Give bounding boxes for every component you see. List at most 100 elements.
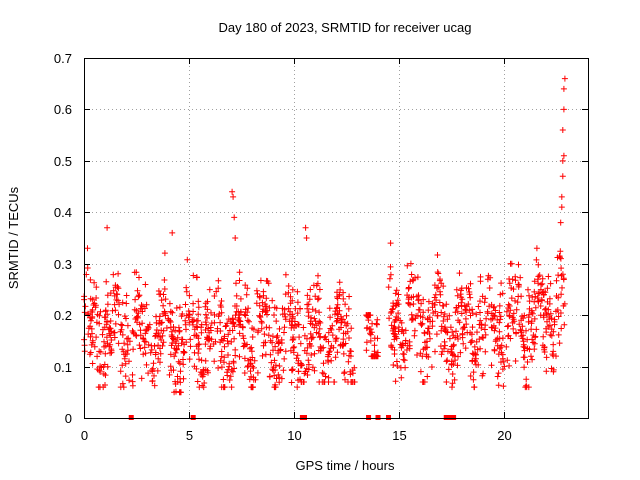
data-point [145,370,152,377]
data-point [316,334,323,341]
data-point [289,297,296,304]
data-point [281,355,288,362]
data-point [317,333,324,340]
data-point [245,305,252,312]
data-point [345,305,352,312]
data-point [119,346,126,353]
data-point [218,384,225,391]
data-point [528,309,535,316]
data-point [465,285,472,292]
data-point [88,317,94,324]
data-point [244,363,251,370]
data-point [247,368,254,375]
data-point [173,346,180,353]
data-point [558,291,565,298]
data-point [477,309,483,316]
data-point [411,327,418,334]
data-point [225,331,232,338]
data-point [241,370,248,376]
data-point [482,331,489,338]
data-point [246,318,252,325]
data-point [202,341,209,348]
data-point [491,346,498,353]
data-point [259,299,266,306]
data-point [257,277,264,284]
data-point [472,351,479,358]
data-point [469,358,476,365]
data-point [196,384,203,391]
data-point [271,304,278,311]
data-point [561,321,568,328]
data-point [437,288,443,295]
data-point [115,285,122,292]
data-point [455,302,462,309]
data-point [87,333,94,340]
data-point [543,325,550,332]
data-point [334,289,340,296]
data-point [453,286,460,293]
data-point [501,363,508,370]
zero-marker [190,415,196,420]
data-point [539,280,546,287]
data-point [236,312,243,318]
data-point [478,322,485,329]
data-point [555,331,562,338]
data-point [103,334,110,341]
data-point [349,379,356,385]
data-point [218,348,225,355]
data-point [432,308,439,315]
data-point [447,324,454,331]
data-point [488,362,495,369]
data-point [524,359,531,365]
data-point [282,313,289,320]
data-point [190,272,197,279]
data-point [281,324,288,331]
data-point [112,320,119,327]
data-point [259,352,266,359]
data-point [317,347,324,354]
data-point [272,362,279,369]
data-point [496,309,503,316]
data-point [280,367,287,374]
data-point [469,337,476,344]
data-point [388,322,395,329]
data-point [341,369,348,376]
data-point [182,301,189,308]
data-point [183,284,190,291]
data-point [539,275,546,282]
data-point [387,263,394,270]
data-point [475,303,482,310]
data-point [424,315,431,322]
data-point [529,294,536,301]
data-point [108,337,115,343]
data-point [467,373,474,379]
data-point [171,353,178,360]
data-point [425,307,432,314]
data-point [548,326,555,333]
data-point [371,342,378,349]
data-point [112,307,119,314]
data-point [327,325,334,332]
data-point [347,353,354,360]
data-point [226,360,233,367]
data-point [151,382,158,389]
data-point [429,323,436,330]
data-point [372,353,379,360]
data-point [104,301,111,308]
data-point [533,326,540,333]
data-point [440,318,447,324]
data-point [104,319,111,325]
data-point [385,284,392,291]
data-point [540,333,547,340]
data-point [443,358,450,365]
data-point [398,319,405,326]
data-point [449,380,456,387]
data-point [498,280,505,287]
data-point [438,327,445,334]
data-point [308,343,315,349]
data-point [416,306,423,313]
data-point [218,353,225,360]
data-point [254,290,261,297]
data-point [484,310,491,317]
data-point [523,382,530,389]
